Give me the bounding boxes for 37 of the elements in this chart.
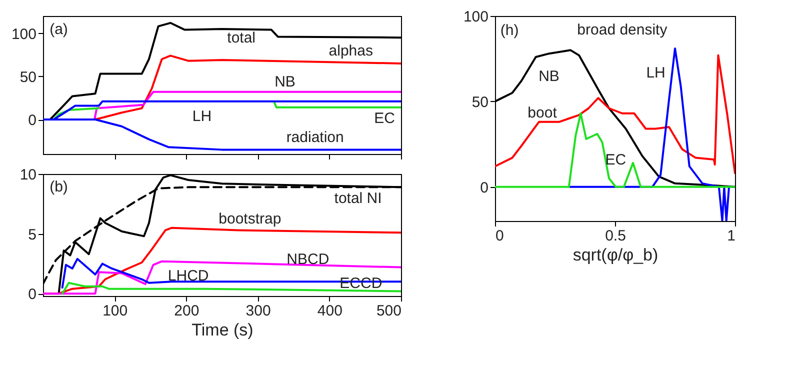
series-label: radiation bbox=[286, 128, 344, 146]
series-label: LHCD bbox=[168, 268, 209, 285]
series-label: EC bbox=[374, 110, 396, 127]
series-label: bootstrap bbox=[218, 210, 282, 228]
x-axis-title: sqrt(φ/φ_b) bbox=[572, 246, 658, 264]
annotation: (h) bbox=[500, 22, 519, 40]
series-label: alphas bbox=[328, 42, 373, 60]
series-label: boot bbox=[528, 104, 558, 122]
y-tick-label: 0 bbox=[28, 112, 36, 129]
x-tick-label: 500 bbox=[376, 302, 402, 320]
y-tick-label: 5 bbox=[28, 226, 36, 244]
series-label: LH bbox=[646, 64, 666, 82]
y-tick-label: 50 bbox=[20, 68, 36, 86]
y-tick-label: 10 bbox=[20, 166, 36, 184]
y-tick-label: 0 bbox=[480, 179, 488, 196]
x-tick-label: 300 bbox=[246, 302, 271, 320]
series-label: NBCD bbox=[286, 250, 330, 268]
series-label: LH bbox=[192, 108, 212, 126]
series-label: NB bbox=[274, 74, 296, 91]
annotation: (a) bbox=[50, 20, 68, 38]
x-tick-label: 1 bbox=[727, 228, 736, 244]
series-label: total NI bbox=[334, 190, 382, 207]
x-tick-label: 400 bbox=[317, 302, 342, 320]
y-tick-label: 100 bbox=[11, 26, 36, 43]
x-tick-label: 100 bbox=[102, 302, 128, 320]
y-tick-label: 50 bbox=[472, 94, 488, 111]
series-label: NB bbox=[538, 68, 560, 85]
y-tick-label: 100 bbox=[463, 8, 488, 26]
x-axis-title: Time (s) bbox=[192, 320, 254, 340]
x-tick-label: 0 bbox=[496, 228, 504, 244]
y-tick-label: 0 bbox=[28, 286, 36, 304]
annotation: (b) bbox=[50, 178, 68, 196]
x-tick-label: 200 bbox=[174, 302, 200, 320]
series-label: total bbox=[227, 30, 256, 47]
series-label: EC bbox=[605, 152, 626, 168]
x-tick-label: 0.5 bbox=[605, 228, 626, 244]
annotation: broad density bbox=[577, 22, 668, 39]
